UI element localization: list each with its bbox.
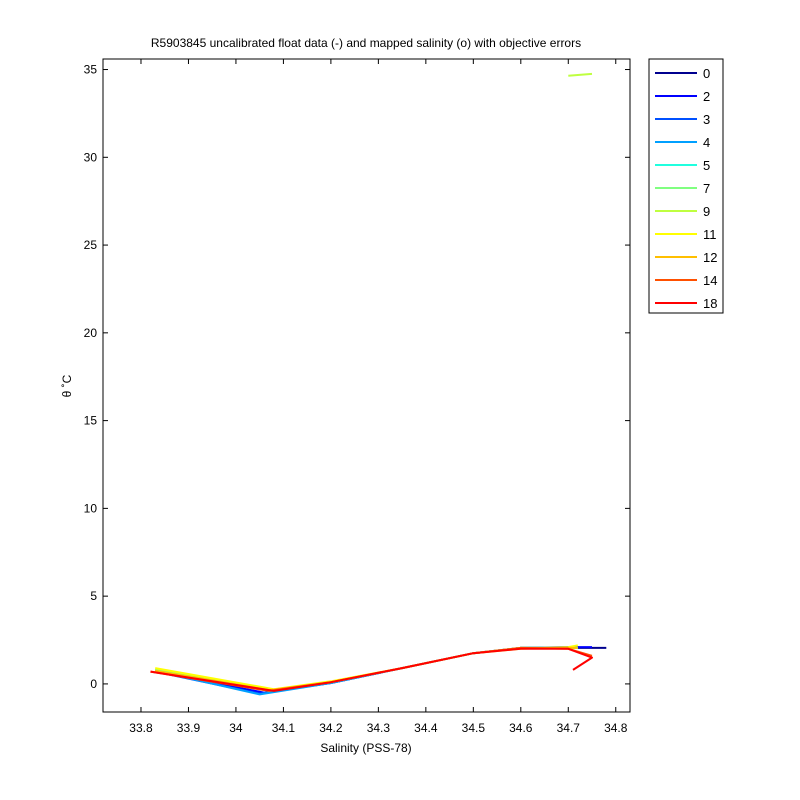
legend-label: 12 <box>703 250 717 265</box>
legend-label: 4 <box>703 135 710 150</box>
y-tick-label: 35 <box>84 63 98 77</box>
x-tick-label: 33.8 <box>129 721 153 735</box>
legend: 0 2 3 4 5 7 9 11 12 14 18 <box>648 58 724 314</box>
legend-label: 18 <box>703 296 717 311</box>
y-tick-label: 0 <box>90 677 97 691</box>
legend-label: 7 <box>703 181 710 196</box>
x-tick-label: 33.9 <box>177 721 201 735</box>
plot-area <box>102 58 631 713</box>
y-tick-label: 10 <box>84 501 98 515</box>
series-line-18 <box>150 647 593 692</box>
legend-label: 14 <box>703 273 717 288</box>
x-tick-label: 34.4 <box>414 721 438 735</box>
x-tick-label: 34.3 <box>367 721 391 735</box>
y-tick-label: 30 <box>84 150 98 164</box>
legend-label: 5 <box>703 158 710 173</box>
x-tick-label: 34 <box>229 721 243 735</box>
x-tick-label: 34.7 <box>557 721 581 735</box>
data-series <box>150 72 607 696</box>
y-tick-label: 5 <box>90 589 97 603</box>
chart-title: R5903845 uncalibrated float data (-) and… <box>151 36 581 50</box>
legend-box <box>648 58 724 314</box>
legend-items: 0 2 3 4 5 7 9 11 12 14 18 <box>655 66 717 311</box>
y-tick-label: 25 <box>84 238 98 252</box>
axis-ticks: 33.8 33.9 34 34.1 34.2 34.3 34.4 34.5 34.6 34.7 34… <box>84 59 630 735</box>
legend-label: 2 <box>703 89 710 104</box>
legend-label: 9 <box>703 204 710 219</box>
y-tick-label: 15 <box>84 414 98 428</box>
x-tick-label: 34.1 <box>272 721 296 735</box>
x-tick-label: 34.6 <box>509 721 533 735</box>
x-axis-label: Salinity (PSS-78) <box>320 741 411 755</box>
legend-label: 11 <box>703 227 717 242</box>
x-tick-label: 34.2 <box>319 721 343 735</box>
y-tick-label: 20 <box>84 326 98 340</box>
legend-label: 0 <box>703 66 710 81</box>
x-tick-label: 34.8 <box>604 721 628 735</box>
x-tick-label: 34.5 <box>462 721 486 735</box>
y-axis-label: θ ˚C <box>60 374 74 397</box>
series-line-9 <box>568 72 593 77</box>
legend-label: 3 <box>703 112 710 127</box>
